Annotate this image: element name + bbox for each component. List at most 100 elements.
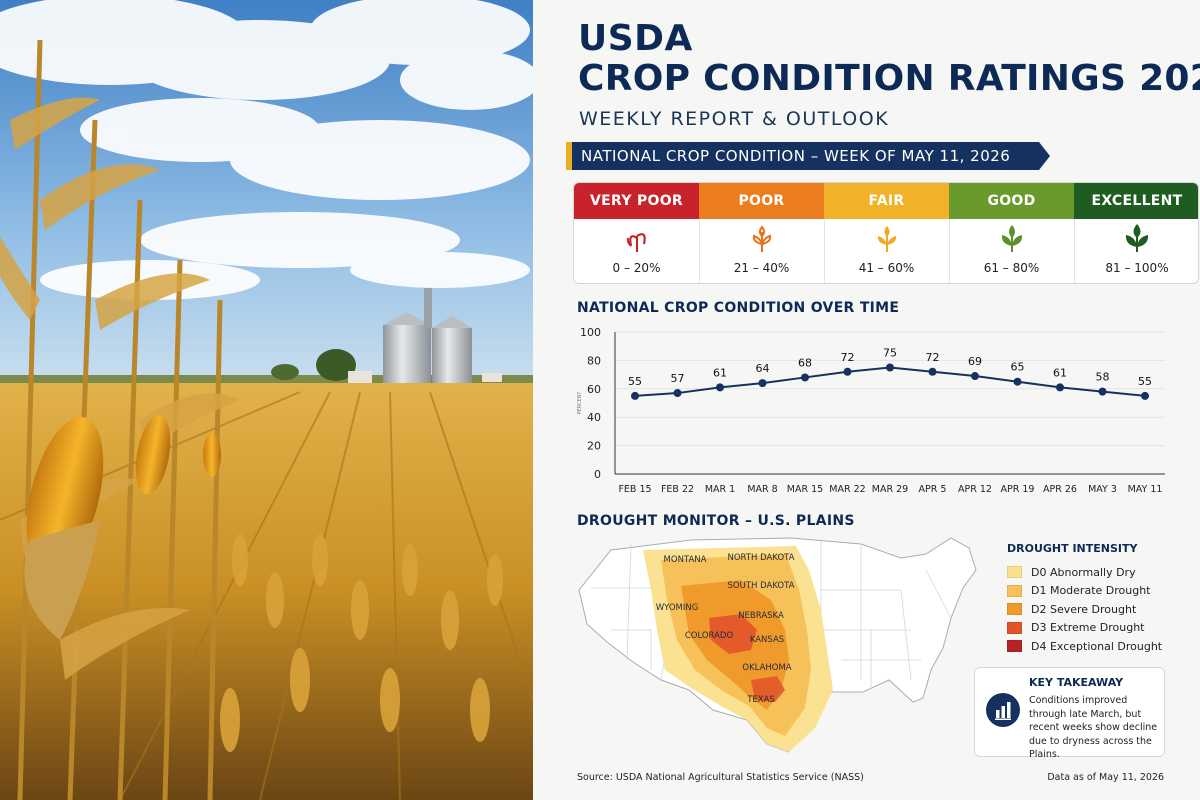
y-tick-label: 80 bbox=[587, 354, 601, 367]
data-label: 57 bbox=[671, 372, 685, 385]
data-label: 58 bbox=[1096, 371, 1110, 384]
data-label: 65 bbox=[1011, 361, 1025, 374]
bar-chart-icon bbox=[986, 693, 1020, 727]
data-point bbox=[631, 391, 639, 400]
y-tick-label: 100 bbox=[580, 326, 601, 339]
legend-item-d2: D2 Severe Drought bbox=[1007, 600, 1187, 619]
data-label: 72 bbox=[926, 351, 940, 364]
source-note: Source: USDA National Agricultural Stati… bbox=[577, 772, 864, 783]
report-title: USDA bbox=[578, 18, 693, 59]
x-tick-label: MAY 11 bbox=[1128, 484, 1163, 495]
y-tick-label: 20 bbox=[587, 440, 601, 453]
legend-label: D4 Exceptional Drought bbox=[1031, 639, 1163, 653]
y-tick-label: 0 bbox=[594, 468, 601, 481]
data-label: 69 bbox=[968, 355, 982, 368]
scale-range: 21 – 40% bbox=[733, 261, 790, 275]
healthy-plant-icon bbox=[949, 219, 1074, 259]
legend-label: D2 Severe Drought bbox=[1031, 602, 1137, 616]
scale-excellent: EXCELLENT 81 – 100% bbox=[1074, 183, 1198, 283]
drought-d3-texas bbox=[751, 676, 785, 702]
data-point bbox=[843, 367, 852, 376]
x-tick-label: MAR 1 bbox=[705, 484, 735, 495]
scale-very-poor: VERY POOR 0 – 20% bbox=[574, 183, 699, 283]
x-tick-label: APR 26 bbox=[1043, 484, 1077, 495]
scale-range: 61 – 80% bbox=[983, 261, 1040, 275]
x-tick-label: APR 5 bbox=[919, 484, 947, 495]
scale-range: 41 – 60% bbox=[858, 261, 915, 275]
state-label-montana: MONTANA bbox=[664, 555, 707, 565]
data-point bbox=[1013, 377, 1022, 386]
data-point bbox=[1056, 383, 1064, 392]
data-label: 64 bbox=[756, 362, 770, 375]
farm-photo bbox=[0, 0, 533, 800]
legend-label: D3 Extreme Drought bbox=[1031, 621, 1145, 635]
legend-item-d4: D4 Exceptional Drought bbox=[1007, 637, 1187, 656]
data-point bbox=[1141, 391, 1149, 400]
state-label-nebraska: NEBRASKA bbox=[738, 611, 784, 621]
week-banner-text: NATIONAL CROP CONDITION – WEEK OF MAY 11… bbox=[581, 147, 1011, 165]
x-tick-label: MAR 15 bbox=[787, 484, 823, 495]
week-banner: NATIONAL CROP CONDITION – WEEK OF MAY 11… bbox=[566, 142, 1050, 170]
state-label-colorado: COLORADO bbox=[685, 631, 734, 641]
state-labels: MONTANA NORTH DAKOTA SOUTH DAKOTA WYOMING NE… bbox=[656, 553, 795, 705]
scale-good: GOOD 61 – 80% bbox=[949, 183, 1074, 283]
report-title-main: CROP CONDITION RATINGS 2026 bbox=[578, 58, 1200, 99]
scale-range: 81 – 100% bbox=[1105, 261, 1169, 275]
drought-legend: DROUGHT INTENSITY D0 Abnormally Dry D1 M… bbox=[1007, 542, 1187, 656]
x-tick-label: APR 19 bbox=[1001, 484, 1035, 495]
scale-fair: FAIR 41 – 60% bbox=[824, 183, 949, 283]
x-tick-label: FEB 22 bbox=[661, 484, 694, 495]
data-label: 61 bbox=[713, 366, 727, 379]
x-tick-label: FEB 15 bbox=[618, 484, 651, 495]
legend-swatch bbox=[1007, 584, 1022, 597]
state-label-wyoming: WYOMING bbox=[656, 603, 699, 613]
divider bbox=[824, 219, 825, 283]
data-point bbox=[928, 367, 937, 376]
data-point bbox=[1098, 387, 1107, 396]
data-label: 72 bbox=[841, 351, 855, 364]
x-tick-label: MAR 29 bbox=[872, 484, 908, 495]
legend-label: D0 Abnormally Dry bbox=[1031, 565, 1136, 579]
divider bbox=[699, 219, 700, 283]
data-date: Data as of May 11, 2026 bbox=[1047, 772, 1164, 783]
legend-swatch bbox=[1007, 566, 1022, 579]
divider bbox=[949, 219, 950, 283]
dry-plant-icon bbox=[699, 219, 824, 259]
scale-range: 0 – 20% bbox=[612, 261, 661, 275]
state-label-south-dakota: SOUTH DAKOTA bbox=[728, 581, 795, 591]
legend-swatch bbox=[1007, 640, 1022, 653]
data-label: 55 bbox=[628, 375, 642, 388]
legend-label: D1 Moderate Drought bbox=[1031, 584, 1151, 598]
data-label: 61 bbox=[1053, 366, 1067, 379]
y-tick-label: 40 bbox=[587, 411, 601, 424]
takeaway-title: KEY TAKEAWAY bbox=[1029, 676, 1124, 689]
wilted-plant-icon bbox=[574, 219, 699, 259]
scale-label: VERY POOR bbox=[574, 183, 699, 219]
series-line bbox=[634, 366, 1146, 397]
scale-label: GOOD bbox=[949, 183, 1074, 219]
scale-label: FAIR bbox=[824, 183, 949, 219]
data-point bbox=[971, 372, 979, 381]
x-tick-label: APR 12 bbox=[958, 484, 992, 495]
state-label-kansas: KANSAS bbox=[750, 635, 784, 645]
data-point bbox=[716, 383, 724, 392]
thriving-plant-icon bbox=[1074, 219, 1198, 259]
x-tick-label: MAY 3 bbox=[1088, 484, 1117, 495]
legend-title: DROUGHT INTENSITY bbox=[1007, 542, 1138, 555]
state-label-north-dakota: NORTH DAKOTA bbox=[728, 553, 795, 563]
map-heading: DROUGHT MONITOR – U.S. PLAINS bbox=[577, 513, 855, 529]
legend-swatch bbox=[1007, 603, 1022, 616]
data-point bbox=[673, 389, 682, 398]
legend-item-d0: D0 Abnormally Dry bbox=[1007, 563, 1187, 582]
data-label: 68 bbox=[798, 356, 812, 369]
drought-d3 bbox=[709, 614, 757, 654]
data-label: 75 bbox=[883, 347, 897, 360]
drought-map: MONTANA NORTH DAKOTA SOUTH DAKOTA WYOMING NE… bbox=[578, 537, 977, 753]
x-tick-label: MAR 8 bbox=[747, 484, 777, 495]
y-axis-label: PERCENT bbox=[577, 391, 583, 415]
data-point bbox=[758, 379, 767, 388]
y-tick-label: 60 bbox=[587, 383, 601, 396]
divider bbox=[1074, 219, 1075, 283]
scale-poor: POOR 21 – 40% bbox=[699, 183, 824, 283]
